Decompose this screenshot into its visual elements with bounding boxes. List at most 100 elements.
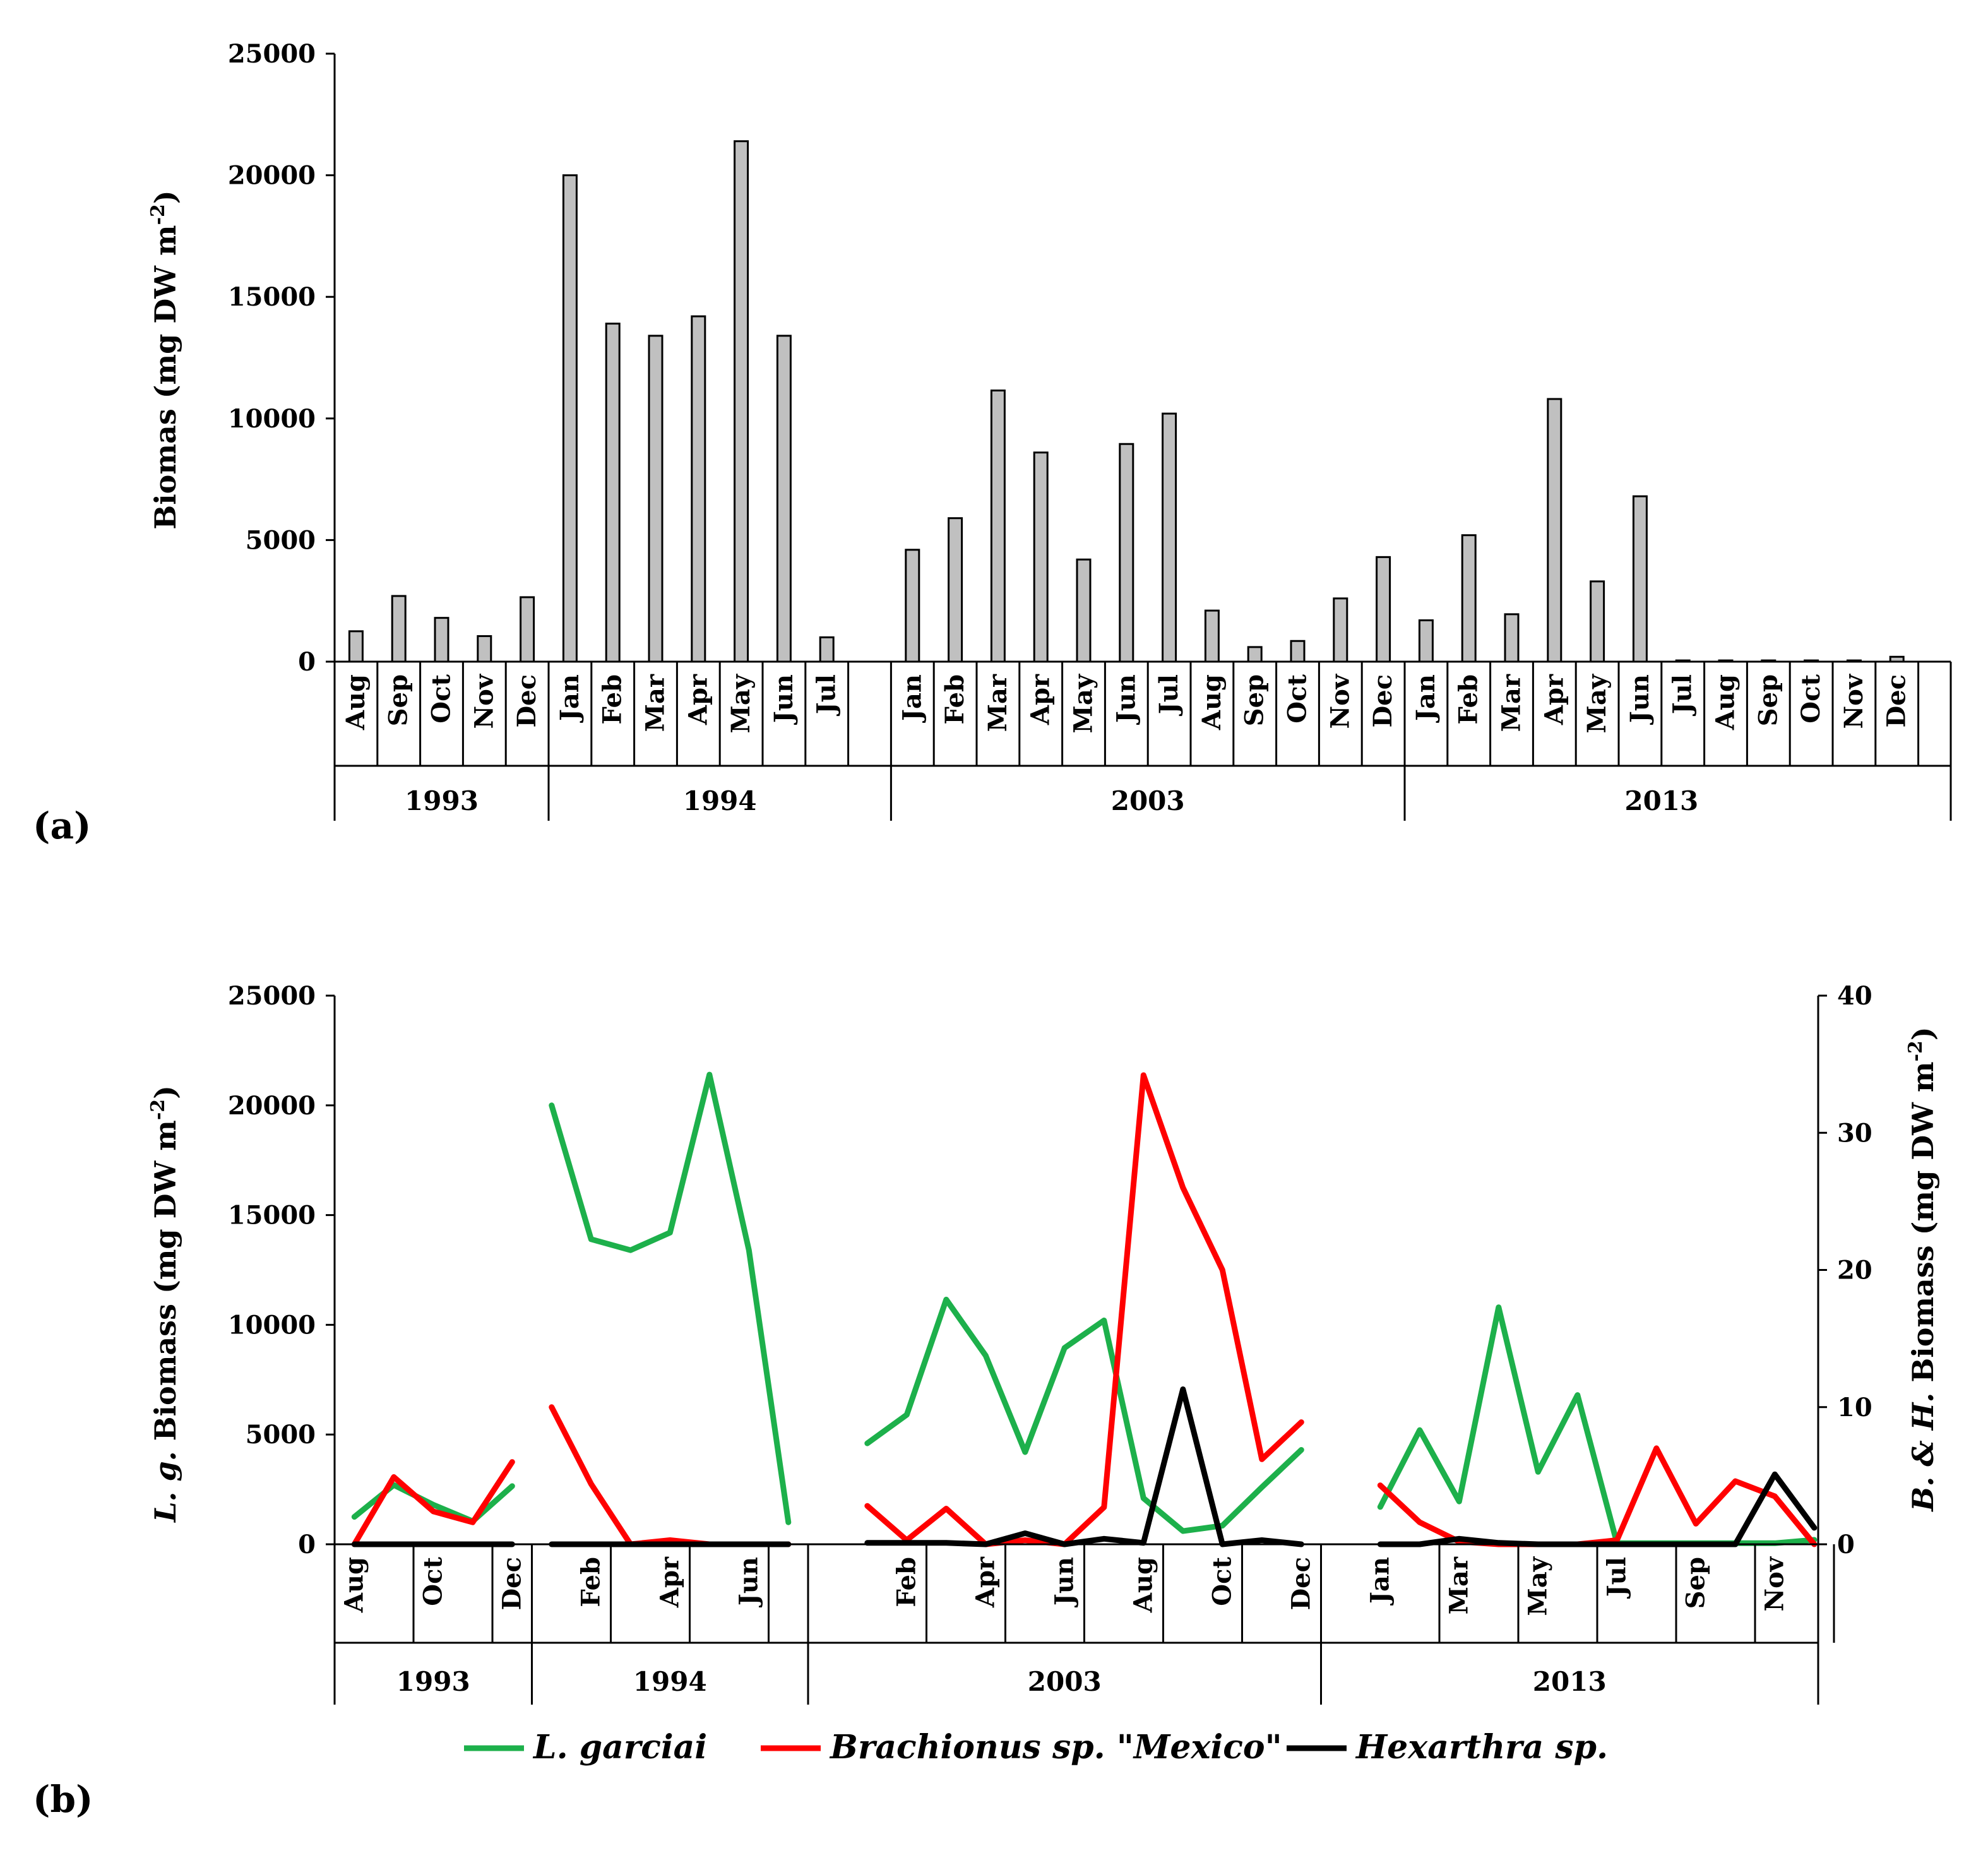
- month-label: Jan: [555, 674, 585, 723]
- panel-b-line-chart: (b) L. g. Biomass (mg DW m-2) B. & H. Bi…: [33, 981, 1940, 1821]
- y-tick-label: 25000: [228, 39, 316, 69]
- left-y-tick-label: 20000: [228, 1091, 316, 1121]
- panel-a-y-axis-title: Biomas (mg DW m-2): [147, 190, 182, 529]
- month-label: Jul: [812, 674, 842, 716]
- bar-2003-Feb: [948, 517, 963, 663]
- year-label: 2003: [1111, 785, 1185, 816]
- bar-2003-Dec: [1376, 556, 1391, 663]
- year-label: 2013: [1533, 1666, 1607, 1697]
- bar-2003-May: [1076, 558, 1092, 663]
- month-label: May: [1523, 1556, 1552, 1616]
- bar-1993-Dec: [520, 596, 535, 663]
- month-label: Nov: [1759, 1556, 1789, 1611]
- month-label: Mar: [983, 674, 1013, 732]
- bar-2003-Oct: [1290, 640, 1306, 663]
- bar-2013-Mar: [1504, 613, 1520, 663]
- month-label: Nov: [1839, 673, 1869, 729]
- bar-1993-Sep: [391, 595, 407, 663]
- month-label: Dec: [1882, 674, 1912, 728]
- series-line-1-1994: [549, 1404, 792, 1547]
- y-tick-label: 10000: [228, 404, 316, 434]
- month-label: Jan: [1365, 1557, 1395, 1606]
- month-label: May: [1582, 673, 1612, 733]
- month-label: Apr: [1539, 674, 1569, 725]
- left-y-tick-label: 0: [298, 1530, 316, 1559]
- right-y-tick-label: 0: [1837, 1530, 1855, 1559]
- panel-a-label: (a): [33, 804, 91, 847]
- month-label: Sep: [1240, 674, 1270, 726]
- month-label: Dec: [512, 674, 542, 728]
- month-label: Feb: [891, 1557, 921, 1607]
- month-label: Sep: [1681, 1557, 1710, 1609]
- month-label: Sep: [384, 674, 414, 726]
- month-label: Jun: [1111, 674, 1141, 725]
- series-line-0-2013: [1377, 1304, 1818, 1546]
- legend-label: Hexarthra sp.: [1355, 1728, 1608, 1767]
- bar-2003-Jan: [905, 549, 920, 663]
- bar-1994-Apr: [691, 315, 706, 663]
- right-y-tick-label: 10: [1837, 1393, 1872, 1422]
- month-label: Dec: [1368, 674, 1398, 728]
- left-y-tick-label: 10000: [228, 1310, 316, 1340]
- left-y-tick-label: 15000: [228, 1201, 316, 1230]
- y-tick-label: 20000: [228, 161, 316, 191]
- month-label: Aug: [1128, 1557, 1158, 1613]
- month-label: Apr: [970, 1556, 1000, 1608]
- panel-a-y-ticks: 0 5000 10000 15000 20000 25000: [228, 39, 336, 677]
- panel-b-legend: L. garciai Brachionus sp. "Mexico" Hexarth…: [464, 1728, 1608, 1767]
- series-line-0-1994: [549, 1071, 792, 1525]
- month-label: Nov: [1325, 673, 1355, 729]
- bar-1993-Oct: [434, 617, 449, 663]
- bar-2003-Jul: [1162, 412, 1177, 663]
- bar-1993-Aug: [348, 630, 364, 663]
- month-label: Jan: [1411, 674, 1441, 723]
- panel-b-y-ticks: 0 5000 10000 15000 20000 25000 0 10 20 30 40: [228, 981, 1872, 1559]
- bar-2003-Nov: [1333, 597, 1348, 663]
- panel-a-bar-chart: (a) Biomas (mg DW m-2) 0 5000 10000 15000 20…: [33, 39, 1952, 847]
- panel-b-left-y-axis-title: L. g. Biomass (mg DW m-2): [147, 1085, 182, 1523]
- month-label: Jan: [897, 674, 927, 723]
- y-tick-label: 5000: [246, 525, 316, 555]
- panel-b-series-lines: [351, 1071, 1818, 1547]
- panel-b-x-axis: Aug Oct Dec Feb Apr Jun Feb Apr Jun Aug Oct Dec Jan M…: [333, 1543, 1835, 1705]
- year-label: 2003: [1028, 1666, 1102, 1697]
- month-label: Jul: [1602, 1557, 1631, 1599]
- month-label: Jun: [734, 1557, 763, 1607]
- month-label: Nov: [469, 673, 499, 729]
- month-label: May: [1069, 673, 1098, 733]
- bar-2013-Jun: [1632, 495, 1648, 663]
- month-label: Jun: [1625, 674, 1655, 725]
- month-label: Oct: [1796, 674, 1826, 723]
- series-line-1-2003: [864, 1072, 1304, 1547]
- bar-1994-Jul: [819, 636, 835, 663]
- y-tick-label: 0: [298, 647, 316, 677]
- month-label: Apr: [655, 1556, 684, 1608]
- bar-1994-Mar: [648, 335, 664, 663]
- month-label: Feb: [940, 674, 970, 725]
- year-label: 1994: [683, 785, 757, 816]
- month-label: Aug: [339, 1557, 369, 1613]
- panel-a-bars: [348, 140, 1905, 663]
- month-label: Feb: [598, 674, 628, 725]
- month-label: Jun: [769, 674, 799, 725]
- month-label: Apr: [683, 674, 713, 725]
- bar-2013-May: [1590, 580, 1605, 663]
- series-line-0-2003: [864, 1296, 1304, 1534]
- month-label: Aug: [1711, 674, 1741, 730]
- month-label: Jun: [1049, 1557, 1079, 1607]
- month-label: Jul: [1154, 674, 1184, 716]
- left-y-tick-label: 25000: [228, 981, 316, 1011]
- panel-a-x-axis: Aug Sep Oct Nov Dec 1993 Jan Feb Mar Apr May Jun Jul…: [333, 660, 1952, 821]
- month-label: Mar: [641, 674, 670, 732]
- right-y-tick-label: 40: [1837, 981, 1872, 1011]
- panel-b-label: (b): [33, 1778, 93, 1821]
- month-label: Apr: [1026, 674, 1056, 725]
- month-label: Feb: [576, 1557, 605, 1607]
- bar-1994-Jun: [776, 335, 792, 663]
- bar-2003-Mar: [990, 390, 1006, 663]
- series-line-1-1993: [351, 1459, 515, 1547]
- bar-1994-Feb: [605, 323, 621, 663]
- bar-2013-Feb: [1461, 534, 1477, 663]
- month-label: Aug: [1197, 674, 1227, 730]
